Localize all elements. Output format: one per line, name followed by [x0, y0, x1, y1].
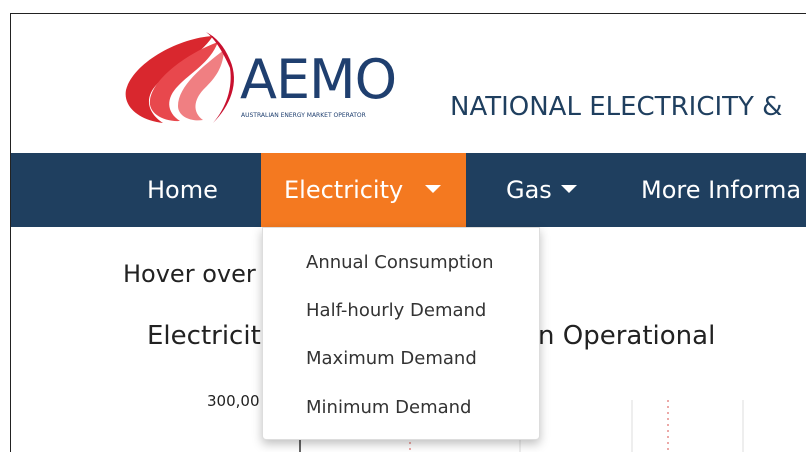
dropdown-item[interactable]: Annual Consumption	[306, 252, 494, 273]
logo-swoosh	[125, 32, 234, 123]
site-title: NATIONAL ELECTRICITY &	[450, 92, 783, 122]
window-frame	[10, 13, 806, 452]
logo-text: AEMO	[240, 48, 397, 111]
dropdown-item[interactable]: Half-hourly Demand	[306, 300, 487, 321]
logo-subtext: AUSTRALIAN ENERGY MARKET OPERATOR	[241, 112, 366, 119]
nav-item[interactable]: Electricity	[284, 176, 404, 204]
dropdown-item[interactable]: Minimum Demand	[306, 397, 472, 418]
caret	[561, 185, 577, 193]
dropdown-item[interactable]: Maximum Demand	[306, 348, 477, 369]
caret	[425, 185, 441, 193]
instruction-text: Hover over	[123, 260, 256, 288]
chart-title: n Operational	[538, 321, 716, 351]
nav-item[interactable]: Gas	[506, 176, 552, 204]
nav-item[interactable]: More Informa	[641, 176, 802, 204]
y-tick-label: 300,00	[207, 392, 260, 410]
chart-title: Electricit	[147, 321, 261, 351]
nav-item[interactable]: Home	[147, 176, 218, 204]
dropdown-menu: Annual Consumption Half-hourly Demand Ma…	[262, 227, 540, 440]
